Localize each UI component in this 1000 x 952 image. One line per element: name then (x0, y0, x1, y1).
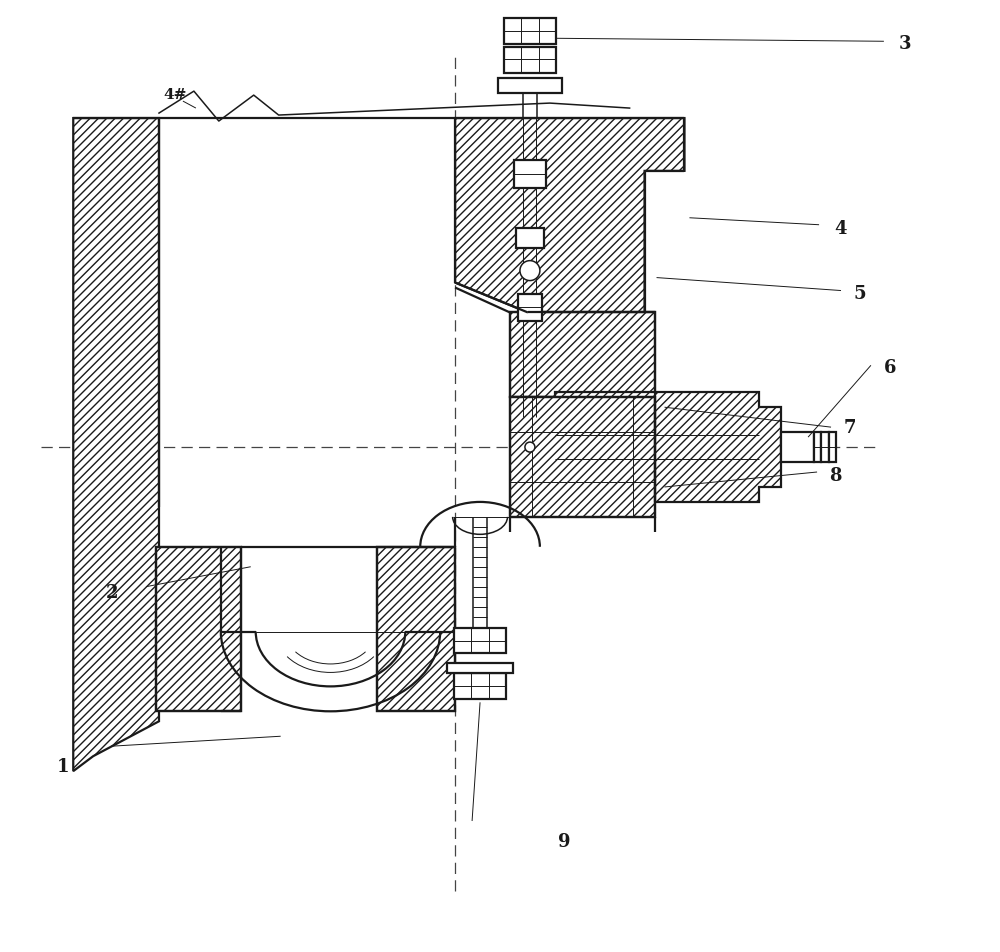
Circle shape (525, 443, 535, 452)
Bar (510, 313, 655, 398)
Bar (377, 547, 455, 711)
Bar (516, 228, 544, 248)
Text: 1: 1 (56, 758, 69, 775)
Text: 2: 2 (106, 583, 119, 601)
Bar (510, 398, 655, 517)
Bar (454, 674, 506, 700)
Bar (510, 398, 655, 517)
Bar (377, 547, 455, 711)
Text: 9: 9 (558, 832, 570, 850)
Circle shape (520, 262, 540, 281)
Text: 7: 7 (844, 419, 856, 437)
Bar (156, 547, 241, 711)
Bar (454, 628, 506, 654)
Bar (498, 79, 562, 94)
Bar (159, 119, 455, 547)
Bar (156, 547, 241, 711)
Text: 8: 8 (829, 466, 842, 485)
Bar (447, 664, 513, 674)
Polygon shape (73, 119, 159, 771)
Text: 4#: 4# (163, 88, 186, 102)
Bar (504, 49, 556, 74)
Bar (821, 432, 829, 463)
Bar (504, 19, 556, 45)
Bar (510, 313, 655, 398)
Text: 4: 4 (834, 220, 847, 237)
Text: 5: 5 (854, 285, 867, 302)
Polygon shape (455, 119, 684, 313)
Bar (829, 432, 836, 463)
Bar (781, 432, 814, 463)
Text: 6: 6 (884, 359, 896, 377)
Bar (514, 161, 546, 188)
Text: 3: 3 (899, 35, 911, 53)
Polygon shape (555, 393, 781, 503)
Bar (518, 294, 542, 322)
Bar (814, 432, 821, 463)
